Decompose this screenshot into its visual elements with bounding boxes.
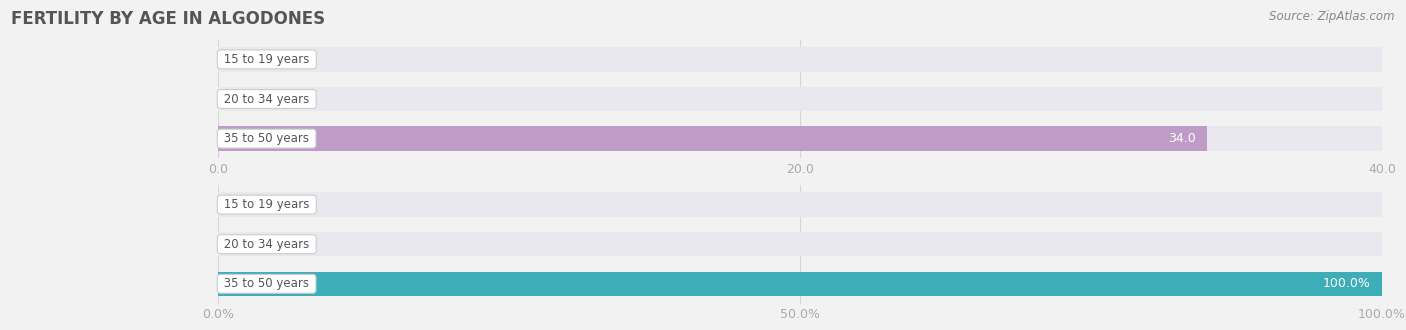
Bar [218,47,1382,72]
Text: 0.0%: 0.0% [229,198,262,211]
Bar [218,272,1382,296]
Bar [218,126,1208,151]
Text: 100.0%: 100.0% [1323,277,1371,290]
Bar [218,272,1382,296]
Text: 15 to 19 years: 15 to 19 years [221,53,314,66]
Text: 0.0: 0.0 [229,92,250,106]
Text: 20 to 34 years: 20 to 34 years [221,238,314,251]
Text: Source: ZipAtlas.com: Source: ZipAtlas.com [1270,10,1395,23]
Bar [218,192,1382,217]
Text: 34.0: 34.0 [1168,132,1197,145]
Text: 0.0%: 0.0% [229,238,262,251]
Text: 15 to 19 years: 15 to 19 years [221,198,314,211]
Bar [218,232,1382,256]
Bar [218,126,1382,151]
Text: FERTILITY BY AGE IN ALGODONES: FERTILITY BY AGE IN ALGODONES [11,10,325,28]
Text: 20 to 34 years: 20 to 34 years [221,92,314,106]
Text: 0.0: 0.0 [229,53,250,66]
Text: 35 to 50 years: 35 to 50 years [221,132,314,145]
Text: 35 to 50 years: 35 to 50 years [221,277,314,290]
Bar [218,87,1382,111]
